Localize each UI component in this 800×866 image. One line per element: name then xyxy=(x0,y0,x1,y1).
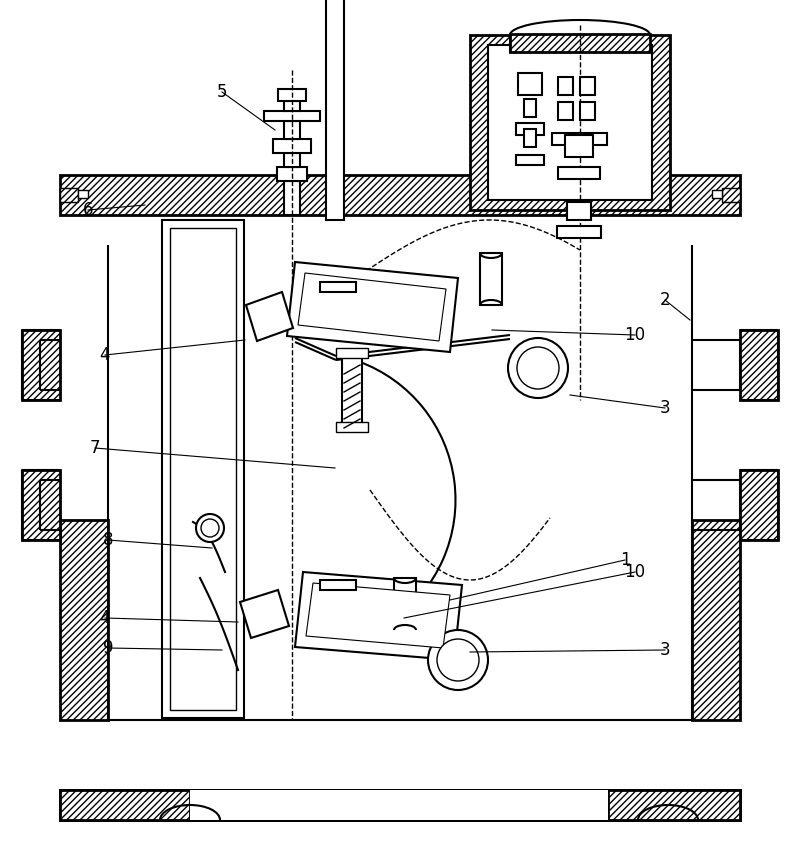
Bar xyxy=(284,121,300,139)
Text: 7: 7 xyxy=(90,439,100,457)
Text: 4: 4 xyxy=(100,346,110,364)
Bar xyxy=(510,34,650,52)
Bar xyxy=(518,73,542,95)
Bar xyxy=(342,350,362,430)
Bar xyxy=(565,135,593,157)
Circle shape xyxy=(517,347,559,389)
Bar xyxy=(524,129,536,147)
Polygon shape xyxy=(240,590,289,638)
Bar xyxy=(580,102,595,120)
Bar xyxy=(78,190,88,198)
Bar xyxy=(60,175,740,215)
Bar xyxy=(524,99,536,117)
Bar xyxy=(692,520,740,720)
Bar xyxy=(60,790,740,820)
Text: 3: 3 xyxy=(660,399,670,417)
Polygon shape xyxy=(287,262,458,352)
Bar xyxy=(60,188,78,202)
Bar xyxy=(608,790,740,820)
Polygon shape xyxy=(246,292,293,341)
Bar xyxy=(60,790,190,820)
Bar xyxy=(277,167,307,181)
Text: 10: 10 xyxy=(625,326,646,344)
Bar xyxy=(320,282,356,292)
Bar xyxy=(558,102,573,120)
Bar xyxy=(60,520,108,720)
Bar xyxy=(712,190,722,198)
Text: 1: 1 xyxy=(620,551,630,569)
Bar xyxy=(284,153,300,167)
Text: 4: 4 xyxy=(100,609,110,627)
Bar xyxy=(326,0,344,220)
Polygon shape xyxy=(298,273,446,341)
Bar xyxy=(740,330,778,400)
Bar xyxy=(552,133,607,145)
Text: 5: 5 xyxy=(217,83,227,101)
Bar xyxy=(557,226,601,238)
Text: 3: 3 xyxy=(660,641,670,659)
Text: 6: 6 xyxy=(82,201,94,219)
Text: 2: 2 xyxy=(660,291,670,309)
Bar xyxy=(284,181,300,215)
Bar xyxy=(22,330,60,400)
Bar xyxy=(336,348,368,358)
Circle shape xyxy=(428,630,488,690)
Bar xyxy=(273,139,311,153)
Bar xyxy=(264,111,320,121)
Bar xyxy=(580,77,595,95)
Bar xyxy=(516,155,544,165)
Text: 8: 8 xyxy=(102,531,114,549)
Bar xyxy=(162,220,244,718)
Circle shape xyxy=(196,514,224,542)
Bar xyxy=(60,790,740,820)
Bar xyxy=(170,228,236,710)
Bar xyxy=(190,790,608,820)
Bar xyxy=(722,188,740,202)
Bar xyxy=(278,89,306,101)
Bar xyxy=(488,45,652,200)
Bar xyxy=(320,580,356,590)
Bar xyxy=(567,202,591,220)
Circle shape xyxy=(437,639,479,681)
Circle shape xyxy=(508,338,568,398)
Text: 9: 9 xyxy=(102,639,114,657)
Bar xyxy=(516,123,544,135)
Bar xyxy=(394,578,416,630)
Bar xyxy=(558,167,600,179)
Circle shape xyxy=(201,519,219,537)
Bar xyxy=(558,77,573,95)
Bar xyxy=(336,422,368,432)
Bar xyxy=(480,253,502,305)
Text: 10: 10 xyxy=(625,563,646,581)
Bar xyxy=(740,470,778,540)
Bar xyxy=(22,470,60,540)
Polygon shape xyxy=(295,572,462,660)
Bar xyxy=(284,101,300,111)
Bar xyxy=(470,35,670,210)
Bar xyxy=(60,790,740,820)
Polygon shape xyxy=(306,583,450,648)
